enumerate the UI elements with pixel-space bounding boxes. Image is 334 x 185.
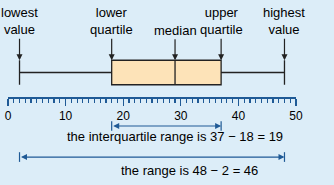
svg-text:20: 20: [117, 109, 131, 123]
svg-text:0: 0: [5, 109, 12, 123]
svg-text:10: 10: [59, 109, 73, 123]
svg-text:the range is 48 − 2 = 46: the range is 48 − 2 = 46: [121, 163, 258, 178]
svg-text:40: 40: [232, 109, 246, 123]
svg-text:lowestvalue: lowestvalue: [1, 5, 38, 37]
svg-text:median: median: [154, 23, 197, 38]
svg-text:the interquartile range is 37: the interquartile range is 37 − 18 = 19: [67, 129, 283, 144]
svg-text:lowerquartile: lowerquartile: [90, 5, 133, 37]
svg-text:30: 30: [174, 109, 188, 123]
svg-text:upperquartile: upperquartile: [200, 5, 243, 37]
svg-text:highestvalue: highestvalue: [263, 5, 305, 37]
svg-text:50: 50: [289, 109, 303, 123]
